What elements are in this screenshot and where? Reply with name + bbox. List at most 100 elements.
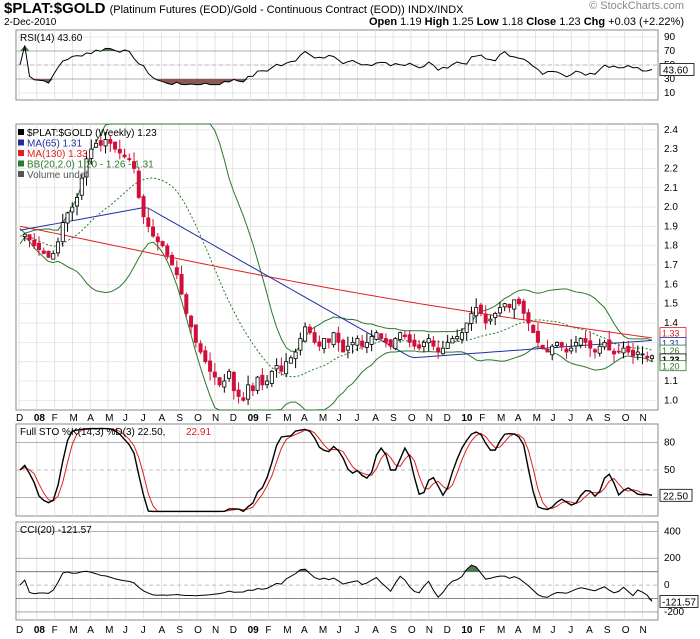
price-candle-body	[583, 338, 588, 343]
price-candle-body	[502, 303, 507, 308]
price-candle-body	[317, 341, 322, 347]
price-tick-label: 1.6	[664, 279, 678, 290]
price-candle-body	[417, 344, 422, 349]
month-label: J	[141, 413, 146, 424]
price-candle-body	[493, 312, 498, 318]
quote-summary: Open 1.19 High 1.25 Low 1.18 Close 1.23 …	[369, 16, 684, 28]
price-legend-entry: BB(20,2.0) 1.20 - 1.26 - 1.31	[27, 160, 154, 171]
price-level-box	[659, 360, 687, 372]
price-candle-body	[336, 332, 341, 343]
price-candle-body	[369, 336, 374, 345]
month-label: M	[69, 413, 77, 424]
month-label: A	[372, 625, 379, 636]
price-tick-label: 1.1	[664, 376, 678, 387]
price-candle-body	[298, 338, 303, 351]
month-label: M	[497, 625, 505, 636]
month-label: S	[604, 625, 611, 636]
price-candle-body	[630, 349, 635, 357]
price-tick-label: 1.4	[664, 318, 678, 329]
price-candle-body	[132, 161, 137, 169]
price-candle-body	[616, 350, 621, 353]
price-candle-body	[322, 338, 327, 349]
price-candle-body	[122, 154, 127, 158]
month-label: M	[319, 413, 327, 424]
legend-swatch	[18, 160, 24, 167]
sto-value-label: 22.50	[663, 491, 688, 502]
month-label: D	[230, 413, 237, 424]
cci-tick-label: 0	[664, 580, 670, 591]
price-candle-body	[146, 217, 151, 227]
price-candle-body	[455, 336, 460, 340]
price-candle-body	[56, 241, 61, 254]
price-candle-body	[127, 158, 132, 160]
month-label: N	[426, 625, 433, 636]
sto-k-line	[19, 427, 653, 513]
price-candle-body	[60, 222, 65, 243]
month-label: O	[194, 413, 202, 424]
price-candle-body	[531, 324, 536, 334]
ma130-line	[19, 225, 653, 339]
price-candle-body	[326, 338, 331, 343]
month-label: M	[69, 625, 77, 636]
month-label: A	[515, 625, 522, 636]
price-candle-body	[184, 294, 189, 314]
month-label: 08	[34, 413, 46, 424]
panel-frame	[15, 521, 659, 621]
cci-tick-label: 400	[664, 526, 681, 537]
price-legend-entry: MA(130) 1.33	[27, 149, 88, 160]
month-label: J	[550, 625, 555, 636]
price-level-label: 1.33	[662, 329, 680, 339]
month-label: M	[283, 625, 291, 636]
month-label: J	[337, 625, 342, 636]
price-candle-body	[483, 313, 488, 324]
price-candle-body	[51, 253, 56, 260]
month-label: D	[444, 625, 451, 636]
month-label: S	[604, 413, 611, 424]
low-value: 1.18	[501, 16, 524, 28]
price-candle-body	[426, 338, 431, 344]
bollinger-middle	[19, 177, 653, 378]
price-candle-body	[250, 385, 255, 392]
month-label: D	[444, 413, 451, 424]
month-label: J	[568, 413, 573, 424]
month-label: F	[265, 625, 271, 636]
price-candle-body	[588, 340, 593, 349]
rsi-value-label: 43.60	[663, 65, 688, 76]
month-label: S	[390, 625, 397, 636]
price-candle-body	[464, 322, 469, 333]
price-candle-body	[89, 148, 94, 159]
price-candle-body	[265, 380, 270, 386]
price-tick-label: 2.1	[664, 183, 678, 194]
month-label: D	[16, 413, 23, 424]
price-candle-body	[22, 233, 27, 238]
month-label: J	[354, 625, 359, 636]
price-candle-body	[279, 365, 284, 372]
price-candle-body	[521, 300, 526, 314]
price-candle-body	[569, 347, 574, 352]
price-tick-label: 1.7	[664, 260, 678, 271]
month-label: M	[497, 413, 505, 424]
rsi-tick-label: 10	[664, 88, 676, 99]
month-label: F	[479, 625, 485, 636]
month-label: J	[568, 625, 573, 636]
price-candle-body	[360, 340, 365, 347]
price-candle-body	[607, 339, 612, 351]
price-candle-body	[650, 355, 655, 359]
price-tick-label: 2.2	[664, 163, 678, 174]
price-candle-body	[488, 318, 493, 322]
price-candle-body	[459, 332, 464, 340]
rsi-tick-label: 30	[664, 74, 676, 85]
price-candle-body	[179, 274, 184, 295]
month-label: A	[87, 625, 94, 636]
month-label: J	[337, 413, 342, 424]
price-candle-body	[151, 226, 156, 237]
price-candle-body	[507, 304, 512, 308]
price-candle-body	[70, 206, 75, 213]
cci-tick-label: 200	[664, 553, 681, 564]
price-candle-body	[431, 340, 436, 347]
month-label: O	[622, 413, 630, 424]
month-label: F	[479, 413, 485, 424]
price-candle-body	[284, 361, 289, 375]
price-candle-body	[573, 341, 578, 347]
month-label: S	[176, 625, 183, 636]
